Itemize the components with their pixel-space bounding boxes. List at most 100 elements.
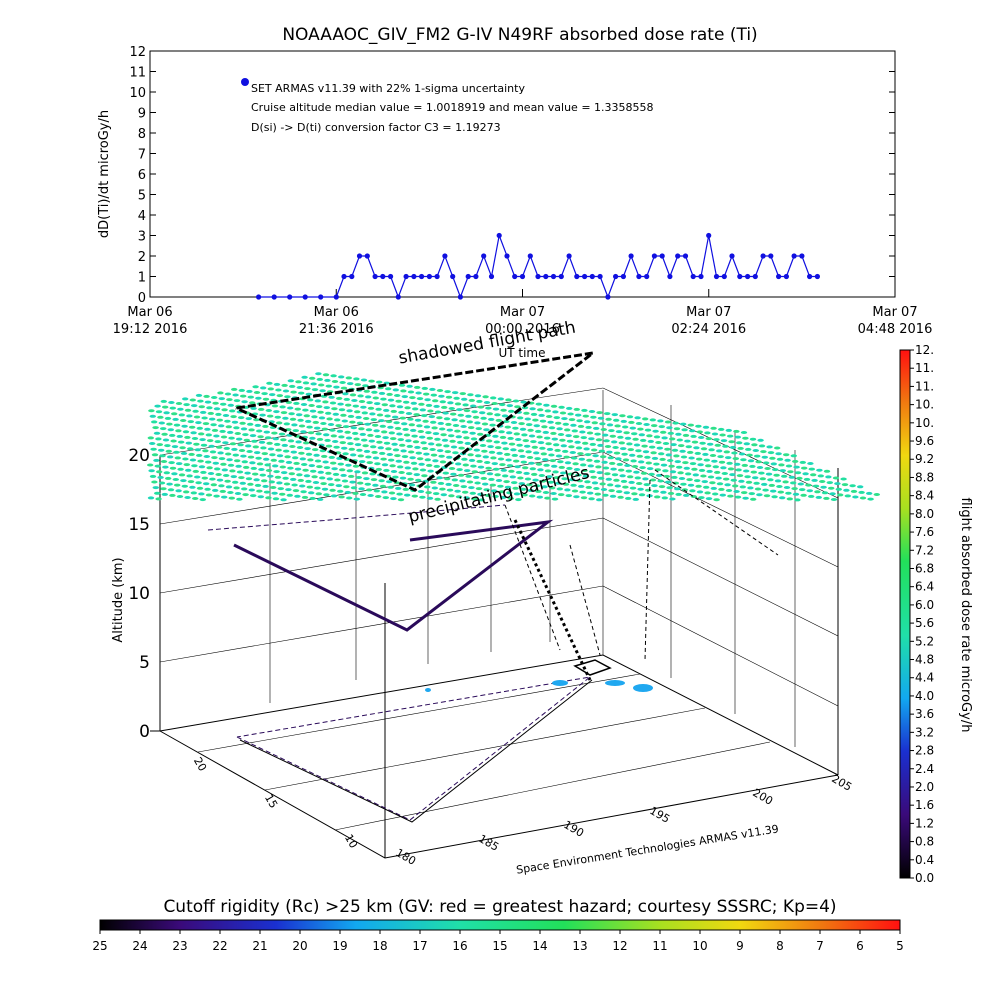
dose-cell: [327, 423, 335, 426]
dose-cell: [340, 413, 347, 417]
dose-cell: [656, 473, 663, 477]
dose-cell: [749, 437, 757, 441]
dose-cell: [206, 406, 213, 410]
dose-cell: [315, 492, 322, 496]
dose-cell: [332, 440, 339, 443]
dose-cell: [457, 473, 465, 477]
dose-cell: [297, 418, 304, 422]
dose-cell: [221, 468, 228, 472]
dose-cell: [474, 421, 481, 425]
dose-cell: [354, 383, 361, 387]
dose-cell: [665, 480, 672, 484]
dose-cell: [403, 460, 410, 464]
dose-cell: [219, 489, 226, 493]
dose-cell: [825, 475, 832, 479]
dose-colorbar-tick-label: 2.4: [915, 762, 934, 776]
dose-cell: [520, 400, 527, 404]
dose-colorbar-tick-label: 1.6: [915, 798, 934, 812]
dose-colorbar-tick-label: 8.4: [915, 489, 934, 503]
dose-cell: [638, 433, 645, 437]
dose-cell: [252, 385, 259, 389]
dose-cell: [461, 430, 469, 434]
dose-cell: [233, 426, 240, 430]
dose-cell: [375, 407, 382, 411]
dose-cell: [183, 463, 190, 467]
dose-cell: [459, 392, 466, 396]
dose-cell: [230, 475, 237, 479]
dose-cell: [448, 494, 455, 498]
dose-cell: [459, 479, 466, 483]
legend-entry-median-mean: Cruise altitude median value = 1.0018919…: [251, 101, 654, 114]
dose-cell: [373, 489, 380, 493]
dose-cell: [233, 399, 241, 403]
dose-cell: [465, 414, 472, 418]
timeseries-point: [721, 273, 727, 280]
dose-cell: [335, 424, 342, 428]
dose-cell: [418, 402, 425, 406]
dose-cell: [409, 396, 416, 400]
dose-cell: [430, 453, 438, 457]
dose-cell: [220, 402, 227, 406]
dose-cell: [509, 475, 516, 479]
dose-cell: [233, 486, 240, 490]
dose-cell: [376, 380, 383, 384]
dose-cell: [410, 428, 417, 432]
dose-cell: [381, 430, 388, 434]
dose-cell: [171, 412, 178, 416]
dose-cell: [280, 438, 287, 442]
dose-cell: [378, 479, 385, 483]
timeseries-x-tick-time: 04:48 2016: [858, 322, 933, 337]
dose-cell: [578, 457, 585, 461]
dose-cell: [704, 431, 711, 435]
dose-cell: [595, 465, 602, 469]
dose-cell: [156, 443, 163, 447]
dose-cell: [328, 483, 335, 487]
dose-cell: [205, 433, 212, 437]
dose-cell: [193, 442, 200, 446]
dose-cell: [748, 492, 755, 496]
dose-cell: [152, 426, 159, 430]
dose-cell: [394, 394, 401, 397]
dose-cell: [290, 477, 297, 481]
dose-cell: [513, 459, 520, 463]
dose-cell: [722, 444, 729, 448]
dose-cell: [636, 454, 643, 458]
dose-cell: [613, 418, 620, 422]
dose-cell: [267, 387, 274, 391]
dose-cell: [262, 397, 270, 401]
dose-cell: [731, 451, 738, 455]
dose-cell: [323, 433, 330, 437]
dose-cell: [520, 487, 527, 491]
dose-cell: [269, 453, 276, 457]
dose-cell: [374, 435, 382, 438]
dose-cell: [685, 472, 692, 476]
dose-colorbar-label: flight absorbed dose rate microGy/h: [958, 498, 973, 733]
longitude-tick-label: 180: [393, 846, 418, 868]
dose-cell: [147, 496, 155, 500]
dose-cell: [807, 462, 814, 465]
cutoff-tick-label: 13: [572, 939, 587, 953]
dose-cell: [271, 431, 278, 435]
dose-cell: [240, 427, 248, 431]
dose-cell: [645, 488, 652, 492]
dose-cell: [380, 457, 387, 461]
dose-cell: [155, 437, 162, 441]
dose-cell: [273, 470, 280, 474]
dose-cell: [446, 488, 454, 492]
dose-cell: [511, 453, 518, 457]
dose-cell: [239, 421, 246, 425]
dose-cell: [521, 406, 529, 410]
dose-cell: [216, 478, 224, 482]
dose-cell: [245, 477, 253, 481]
dose-cell: [225, 485, 233, 489]
dose-cell: [252, 472, 259, 476]
dose-cell: [462, 490, 469, 494]
dose-cell: [304, 447, 311, 451]
timeseries-point: [745, 273, 751, 280]
dose-cell: [600, 428, 607, 431]
dose-cell: [298, 451, 305, 455]
dose-cell: [279, 492, 286, 496]
dose-cell: [168, 461, 175, 465]
dose-cell: [733, 490, 740, 493]
